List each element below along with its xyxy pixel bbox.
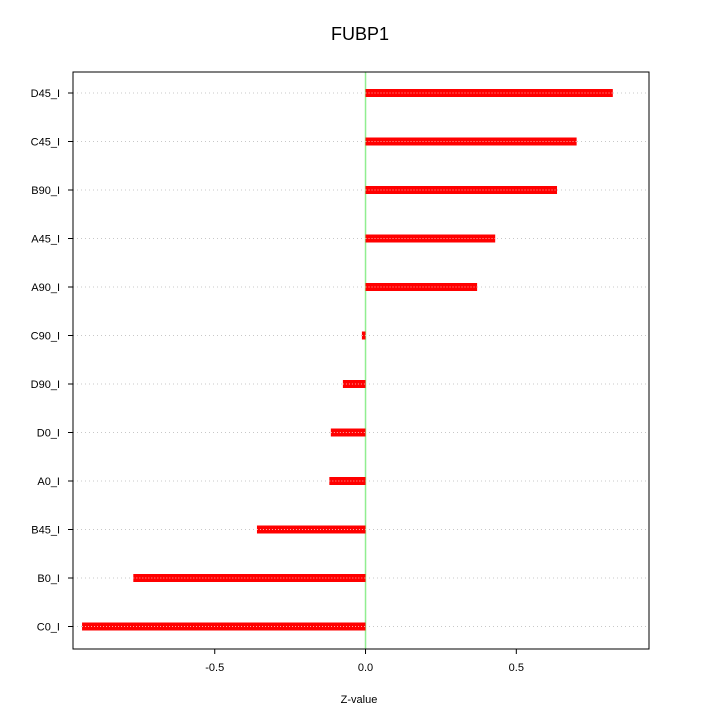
bar-layer (82, 89, 613, 631)
x-tick-label: 0.5 (509, 662, 524, 674)
y-tick-label-A0_I: A0_I (37, 476, 60, 488)
grid-layer (73, 92, 649, 627)
y-tick-label-D0_I: D0_I (37, 428, 60, 440)
bar-C90_I (361, 331, 366, 340)
y-tick-label-A90_I: A90_I (31, 282, 60, 294)
x-tick-layer: -0.5 0.0 0.5 (205, 648, 524, 674)
bar-A45_I (365, 234, 496, 243)
y-tick-label-B45_I: B45_I (31, 525, 60, 537)
bar-B0_I (133, 574, 366, 582)
y-tick-label-D90_I: D90_I (31, 379, 60, 391)
x-axis-label: Z-value (341, 694, 378, 706)
y-tick-label-D45_I: D45_I (31, 88, 60, 100)
y-tick-layer: D45_I C45_I B90_I A45_I A90_I C90_I D90_I D0_I A… (31, 88, 73, 634)
x-tick-label: -0.5 (205, 662, 224, 674)
bar-D90_I (342, 380, 366, 388)
y-tick-label-B0_I: B0_I (37, 573, 60, 585)
chart-title: FUBP1 (331, 24, 389, 44)
bar-D0_I (330, 428, 366, 437)
y-tick-label-C45_I: C45_I (31, 137, 60, 149)
y-tick-label-C0_I: C0_I (37, 622, 60, 634)
y-tick-label-A45_I: A45_I (31, 234, 60, 246)
y-tick-label-B90_I: B90_I (31, 185, 60, 197)
bar-B90_I (365, 186, 558, 194)
bar-A90_I (365, 283, 478, 291)
x-tick-label: 0.0 (358, 662, 373, 674)
plot-frame (72, 71, 650, 650)
y-tick-label-C90_I: C90_I (31, 331, 60, 343)
